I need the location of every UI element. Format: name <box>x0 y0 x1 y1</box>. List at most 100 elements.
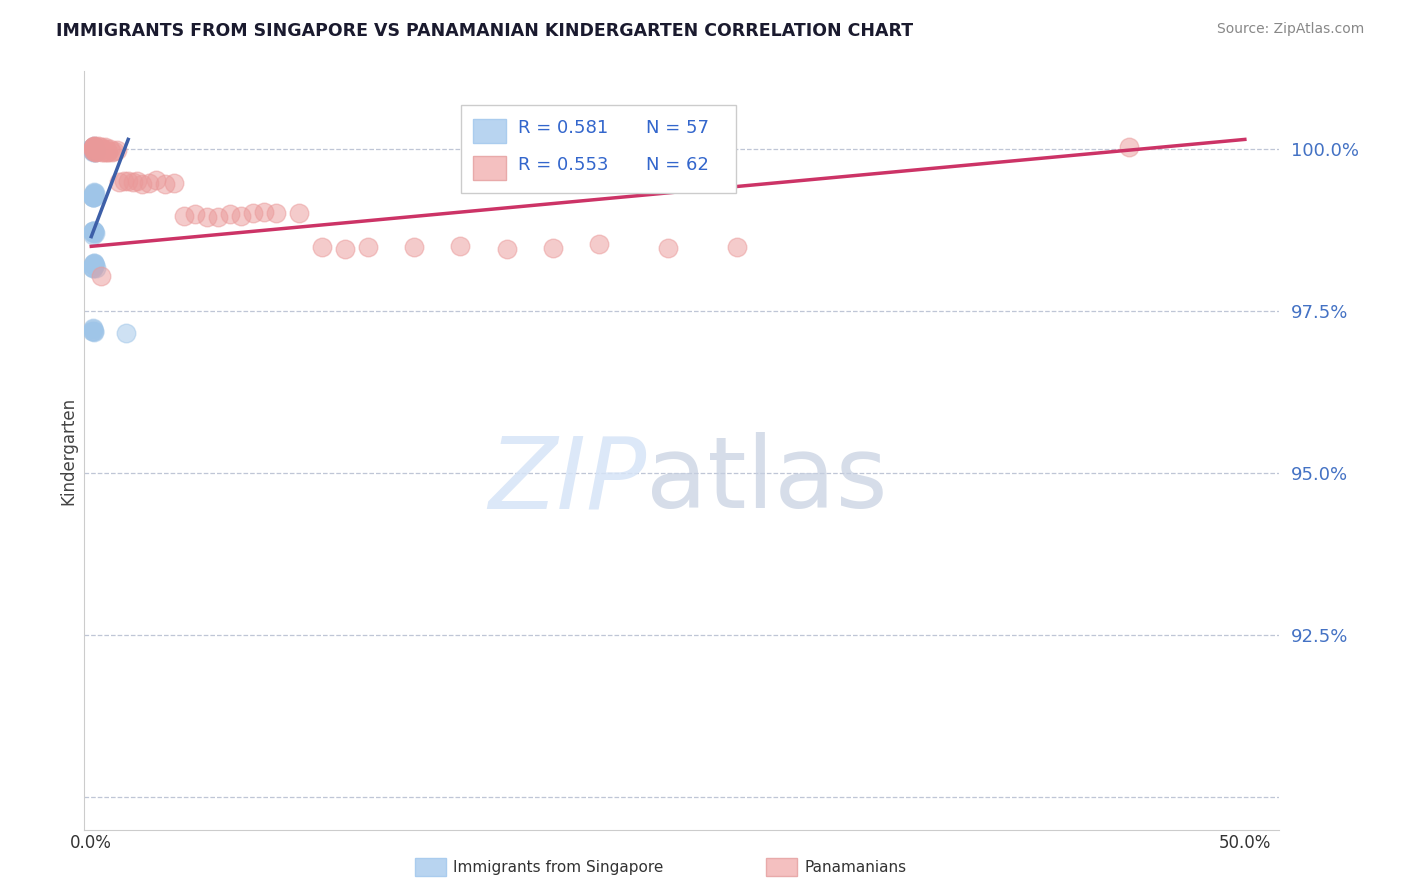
Point <box>83 224 105 238</box>
Point <box>83 142 105 156</box>
Point <box>84 261 107 276</box>
Text: N = 57: N = 57 <box>647 120 709 137</box>
Point <box>82 324 104 338</box>
Point <box>83 140 105 154</box>
Point <box>83 186 105 201</box>
Point <box>82 227 104 242</box>
Point <box>112 174 135 188</box>
Point <box>86 142 108 156</box>
Point <box>83 186 105 201</box>
Point <box>83 256 105 270</box>
Point <box>82 260 104 275</box>
Text: R = 0.553: R = 0.553 <box>519 155 609 174</box>
Point <box>288 205 311 219</box>
Point <box>131 177 153 191</box>
Point <box>82 224 104 238</box>
Point <box>541 241 564 255</box>
Point <box>83 139 105 153</box>
Point <box>90 145 112 159</box>
Point <box>127 174 149 188</box>
Point <box>82 142 104 156</box>
Point <box>588 237 610 252</box>
Point <box>333 242 356 256</box>
Point <box>83 139 105 153</box>
Point <box>242 206 264 220</box>
Point <box>83 139 105 153</box>
Point <box>82 140 104 154</box>
Point <box>83 144 105 158</box>
Point <box>82 190 104 204</box>
Point <box>84 145 107 159</box>
Point <box>83 226 105 240</box>
Point <box>82 143 104 157</box>
Point <box>83 141 105 155</box>
Point <box>82 224 104 238</box>
Point <box>103 144 125 158</box>
Point <box>725 240 748 254</box>
Point <box>83 141 105 155</box>
Point <box>82 259 104 273</box>
Point <box>84 145 107 159</box>
Point <box>218 207 240 221</box>
Point <box>657 241 679 255</box>
Point <box>82 140 104 154</box>
Point <box>264 206 287 220</box>
Text: R = 0.581: R = 0.581 <box>519 120 609 137</box>
Point <box>82 190 104 204</box>
Point <box>82 143 104 157</box>
Point <box>97 145 120 159</box>
Point <box>82 145 104 159</box>
Point <box>82 225 104 239</box>
Point <box>89 268 111 283</box>
Point <box>404 240 426 254</box>
Point <box>253 205 276 219</box>
Point <box>101 145 124 159</box>
Point <box>83 141 105 155</box>
Point <box>87 139 110 153</box>
Point <box>82 324 104 338</box>
Point <box>82 189 104 203</box>
FancyBboxPatch shape <box>461 105 735 193</box>
Point <box>84 145 107 159</box>
Point <box>82 143 104 157</box>
Point <box>1118 140 1140 154</box>
Point <box>121 175 143 189</box>
Point <box>231 209 253 223</box>
Text: Immigrants from Singapore: Immigrants from Singapore <box>453 860 664 874</box>
Point <box>82 142 104 156</box>
Point <box>84 145 107 159</box>
Point <box>83 185 105 199</box>
Point <box>83 141 105 155</box>
Point <box>98 142 121 156</box>
Point <box>82 224 104 238</box>
Point <box>83 143 105 157</box>
Point <box>153 177 176 191</box>
Point <box>82 187 104 202</box>
Point <box>83 140 105 154</box>
Point <box>357 240 380 254</box>
Point <box>82 141 104 155</box>
Text: N = 62: N = 62 <box>647 155 709 174</box>
Point <box>195 210 218 224</box>
Point <box>82 257 104 271</box>
Point <box>86 144 108 158</box>
Point <box>94 139 117 153</box>
Point <box>108 175 131 189</box>
Point <box>83 324 105 338</box>
Text: atlas: atlas <box>647 433 887 529</box>
Text: ZIP: ZIP <box>488 433 647 529</box>
Point <box>82 143 104 157</box>
Point <box>91 142 114 156</box>
Point <box>83 225 105 239</box>
Point <box>83 326 105 340</box>
Point <box>115 326 138 340</box>
Point <box>145 172 167 186</box>
Point <box>311 240 333 254</box>
Point <box>82 320 104 334</box>
Point <box>83 256 105 270</box>
Point <box>96 145 118 159</box>
Point <box>93 145 115 159</box>
Point <box>83 257 105 271</box>
Point <box>495 242 517 256</box>
Point <box>89 140 111 154</box>
